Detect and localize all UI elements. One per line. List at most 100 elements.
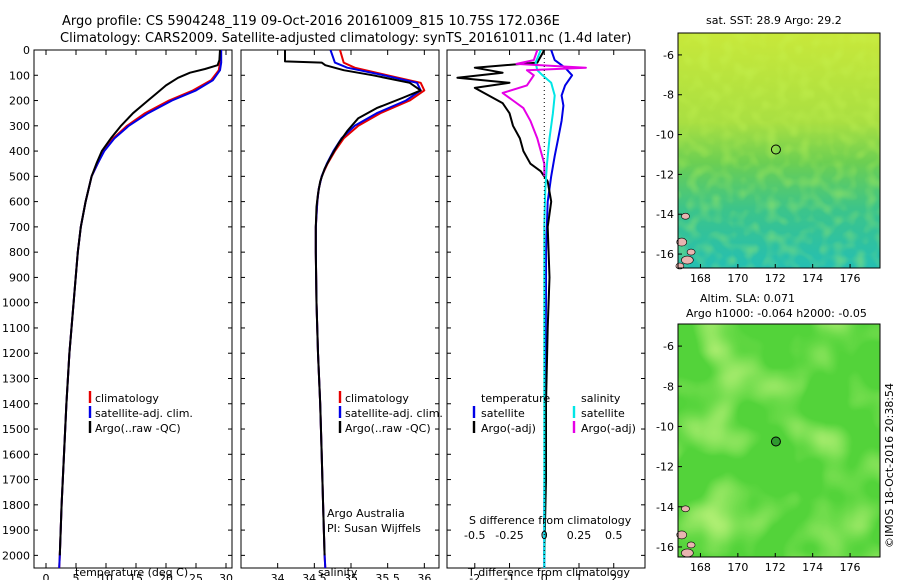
island-shape — [681, 548, 694, 558]
difference-legend: temperature salinity satellite Argo(-adj… — [472, 392, 636, 435]
island-shape — [681, 212, 690, 220]
island-shape — [686, 248, 696, 256]
y-tick-label: 800 — [9, 246, 30, 259]
y-tick-label: 1200 — [2, 347, 30, 360]
top-tick-label: -0.5 — [464, 529, 485, 542]
x-tick-label: 25 — [189, 572, 203, 580]
y-tick-label: 700 — [9, 221, 30, 234]
x-tick-label: 34.5 — [302, 572, 327, 580]
map-y-tick-label: -12 — [656, 461, 674, 474]
y-tick-label: 1800 — [2, 499, 30, 512]
y-tick-label: 1100 — [2, 322, 30, 335]
x-tick-label: 35.5 — [375, 572, 400, 580]
y-tick-label: 1700 — [2, 474, 30, 487]
sst-map-title: sat. SST: 28.9 Argo: 29.2 — [706, 14, 842, 27]
y-tick-label: 0 — [23, 44, 30, 57]
y-tick-label: 1900 — [2, 524, 30, 537]
temperature-x-ticks: 0 5 10 15 20 25 30 — [43, 50, 233, 580]
legend-label-argo: Argo(..raw -QC) — [95, 422, 181, 435]
map-y-tick-label: -8 — [663, 380, 674, 393]
legend-label-s-argo: Argo(-adj) — [581, 422, 636, 435]
x-tick-label: 20 — [159, 572, 173, 580]
top-tick-label: 0.5 — [605, 529, 623, 542]
difference-x-label: T difference from climatology — [467, 566, 630, 579]
x-tick-label: 2 — [610, 572, 617, 580]
sst-map-frame — [677, 32, 881, 269]
legend-label-satellite: satellite-adj. clim. — [345, 407, 443, 420]
y-tick-label: 1600 — [2, 448, 30, 461]
x-tick-label: 1 — [576, 572, 583, 580]
map-x-tick-label: 172 — [765, 272, 786, 285]
map-y-tick-label: -16 — [656, 541, 674, 554]
temperature-x-label: temperature (deg C) — [75, 566, 188, 579]
legend-label-argo: Argo(..raw -QC) — [345, 422, 431, 435]
y-tick-label: 600 — [9, 196, 30, 209]
y-tick-label: 500 — [9, 170, 30, 183]
map-y-tick-label: -10 — [656, 129, 674, 142]
salinity-series — [284, 50, 426, 568]
x-tick-label: 10 — [99, 572, 113, 580]
map-x-tick-label: 174 — [802, 561, 823, 574]
difference-top-label: S difference from climatology — [469, 514, 632, 527]
y-tick-label: 100 — [9, 69, 30, 82]
island-shape — [681, 255, 694, 265]
x-tick-label: 35 — [344, 572, 358, 580]
temperature-legend: climatology satellite-adj. clim. Argo(..… — [88, 391, 193, 435]
series-line-argo-raw-qc- — [58, 50, 221, 556]
sla-map-title: Altim. SLA: 0.071 — [700, 292, 795, 305]
y-tick-label: 1000 — [2, 297, 30, 310]
sla-map-subtitle: Argo h1000: -0.064 h2000: -0.05 — [686, 307, 867, 320]
difference-frame — [446, 49, 646, 569]
y-tick-label: 300 — [9, 120, 30, 133]
map-x-tick-label: 168 — [690, 561, 711, 574]
map-x-tick-label: 176 — [840, 561, 861, 574]
x-tick-label: 0 — [43, 572, 50, 580]
sst-argo-location-marker — [770, 144, 781, 155]
island-shape — [676, 237, 688, 247]
map-x-tick-label: 170 — [727, 272, 748, 285]
x-tick-label: -2 — [469, 572, 480, 580]
map-y-tick-label: -6 — [663, 340, 674, 353]
figure-title-line1: Argo profile: CS 5904248_119 09-Oct-2016… — [62, 14, 560, 29]
island-shape — [681, 505, 690, 513]
credit-line2: PI: Susan Wijffels — [327, 522, 421, 535]
difference-x-ticks: -2 -1 0 1 2 — [469, 50, 617, 580]
timestamp-label: ©IMOS 18-Oct-2016 20:38:54 — [883, 383, 896, 548]
legend-title-temperature: temperature — [481, 392, 550, 405]
y-tick-label: 400 — [9, 145, 30, 158]
sst-texture — [678, 33, 880, 268]
y-tick-label: 1300 — [2, 372, 30, 385]
x-tick-label: 15 — [129, 572, 143, 580]
map-x-tick-label: 172 — [765, 561, 786, 574]
temperature-panel: 0100200300400500600700800900100011001200… — [2, 44, 645, 580]
series-line-t-argo-adj- — [456, 50, 553, 556]
map-x-tick-label: 170 — [727, 561, 748, 574]
y-tick-label: 900 — [9, 271, 30, 284]
map-x-tick-label: 168 — [690, 272, 711, 285]
top-tick-label: 0.25 — [567, 529, 592, 542]
legend-label-satellite: satellite-adj. clim. — [95, 407, 193, 420]
series-line-argo-raw-qc- — [284, 50, 422, 556]
legend-label-t-satellite: satellite — [481, 407, 525, 420]
salinity-x-label: salinity — [318, 566, 358, 579]
map-x-tick-label: 174 — [802, 272, 823, 285]
difference-top-ticks: -0.5 -0.25 0 0.25 0.5 — [464, 529, 622, 542]
x-tick-label: 36 — [417, 572, 431, 580]
map-y-tick-label: -10 — [656, 420, 674, 433]
sst-map-ticks: 168 170 172 174 176 -6 -8 -10 -12 -14 -16 — [656, 49, 861, 285]
temperature-y-ticks: 0 100 200 300 400 500 600 700 800 900 1000 1100 1200… — [2, 44, 645, 562]
sla-map-ticks: 168 170 172 174 176 -6 -8 -10 -12 -14 -16 — [656, 340, 861, 574]
map-y-tick-label: -12 — [656, 168, 674, 181]
sla-land-islands — [676, 505, 696, 558]
temperature-series — [58, 50, 223, 568]
temperature-frame — [33, 49, 233, 569]
legend-label-t-argo: Argo(-adj) — [481, 422, 536, 435]
map-x-tick-label: 176 — [840, 272, 861, 285]
legend-title-salinity: salinity — [581, 392, 621, 405]
salinity-frame — [240, 49, 440, 569]
x-tick-label: -1 — [504, 572, 515, 580]
y-tick-label: 1400 — [2, 398, 30, 411]
top-tick-label: 0 — [541, 529, 548, 542]
x-tick-label: 30 — [219, 572, 233, 580]
